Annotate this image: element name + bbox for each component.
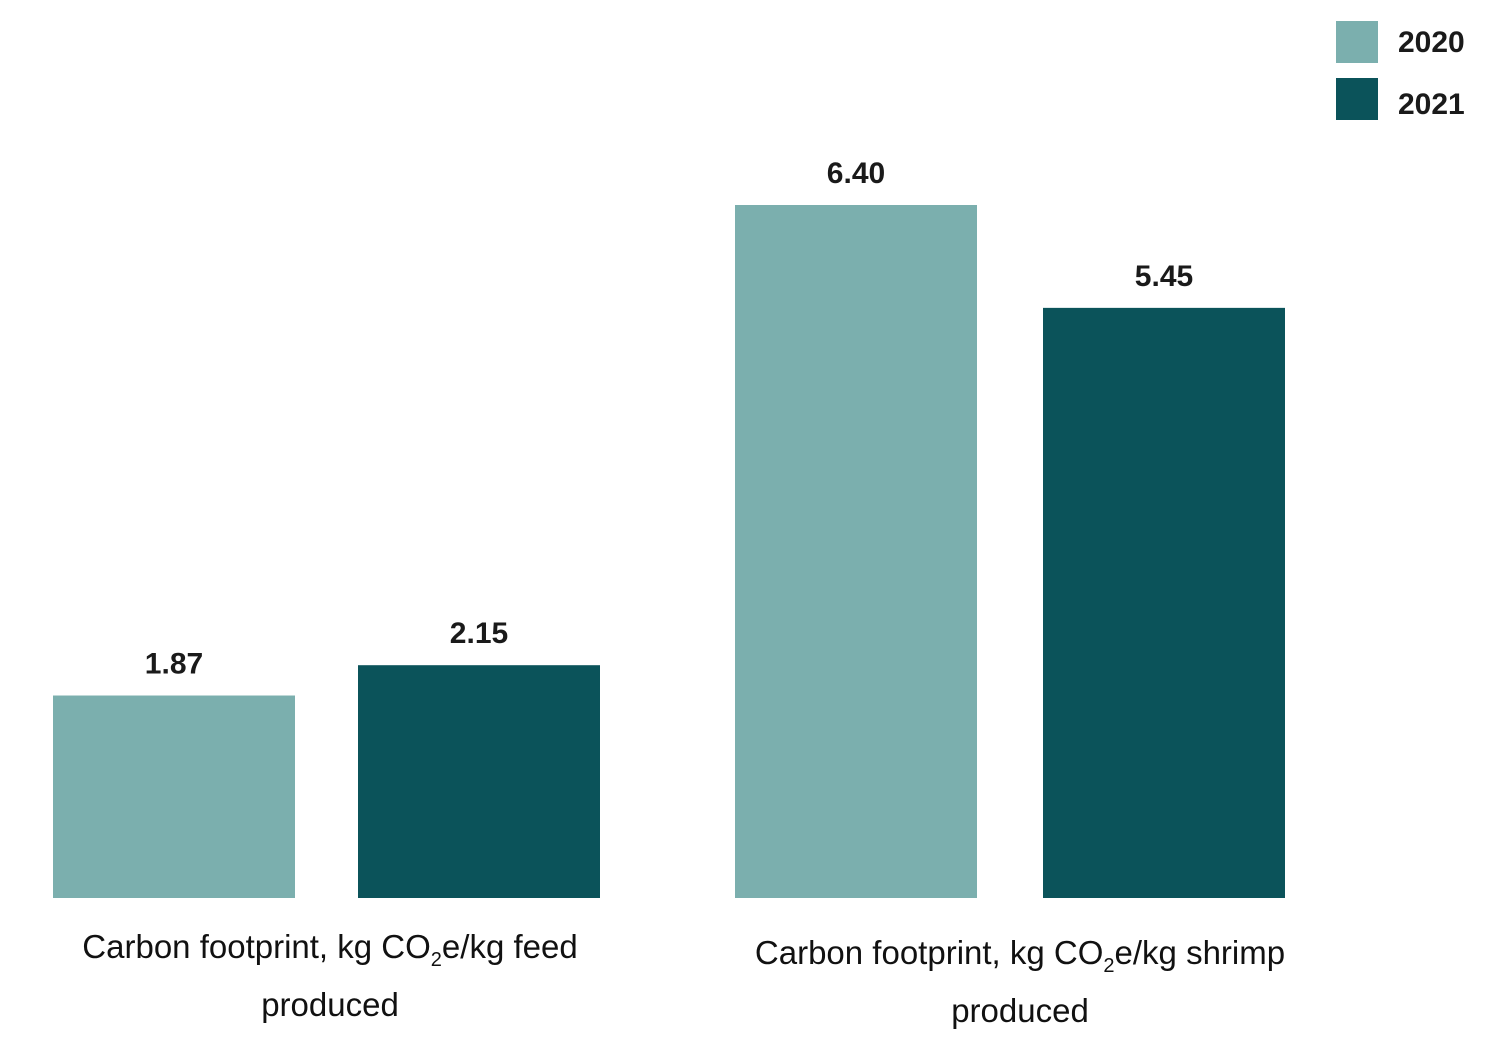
category-label-shrimp-subscript: 2 bbox=[1103, 955, 1114, 977]
value-labels-layer: 1.87 6.40 2.15 5.45 bbox=[145, 157, 1193, 681]
category-label-feed-prefix: Carbon footprint, kg CO bbox=[82, 928, 431, 965]
bar-feed-2021 bbox=[358, 665, 600, 898]
value-label-feed-2020: 1.87 bbox=[145, 648, 203, 681]
category-label-feed-subscript: 2 bbox=[431, 949, 442, 971]
bar-shrimp-2021 bbox=[1043, 308, 1285, 898]
bar-feed-2020 bbox=[53, 696, 295, 898]
value-label-shrimp-2021: 5.45 bbox=[1135, 260, 1193, 293]
category-label-shrimp-prefix: Carbon footprint, kg CO bbox=[755, 934, 1104, 971]
legend-label-2021: 2021 bbox=[1398, 88, 1465, 121]
legend-label-2020: 2020 bbox=[1398, 26, 1465, 59]
bars-layer bbox=[53, 205, 1285, 898]
value-label-shrimp-2020: 6.40 bbox=[827, 157, 885, 190]
legend: 2020 2021 bbox=[1336, 21, 1465, 121]
category-label-shrimp: Carbon footprint, kg CO2e/kg shrimp prod… bbox=[730, 924, 1310, 1040]
legend-swatch-2021 bbox=[1336, 78, 1378, 120]
category-label-feed: Carbon footprint, kg CO2e/kg feed produc… bbox=[60, 918, 600, 1034]
legend-swatch-2020 bbox=[1336, 21, 1378, 63]
value-label-feed-2021: 2.15 bbox=[450, 617, 508, 650]
bar-shrimp-2020 bbox=[735, 205, 977, 898]
